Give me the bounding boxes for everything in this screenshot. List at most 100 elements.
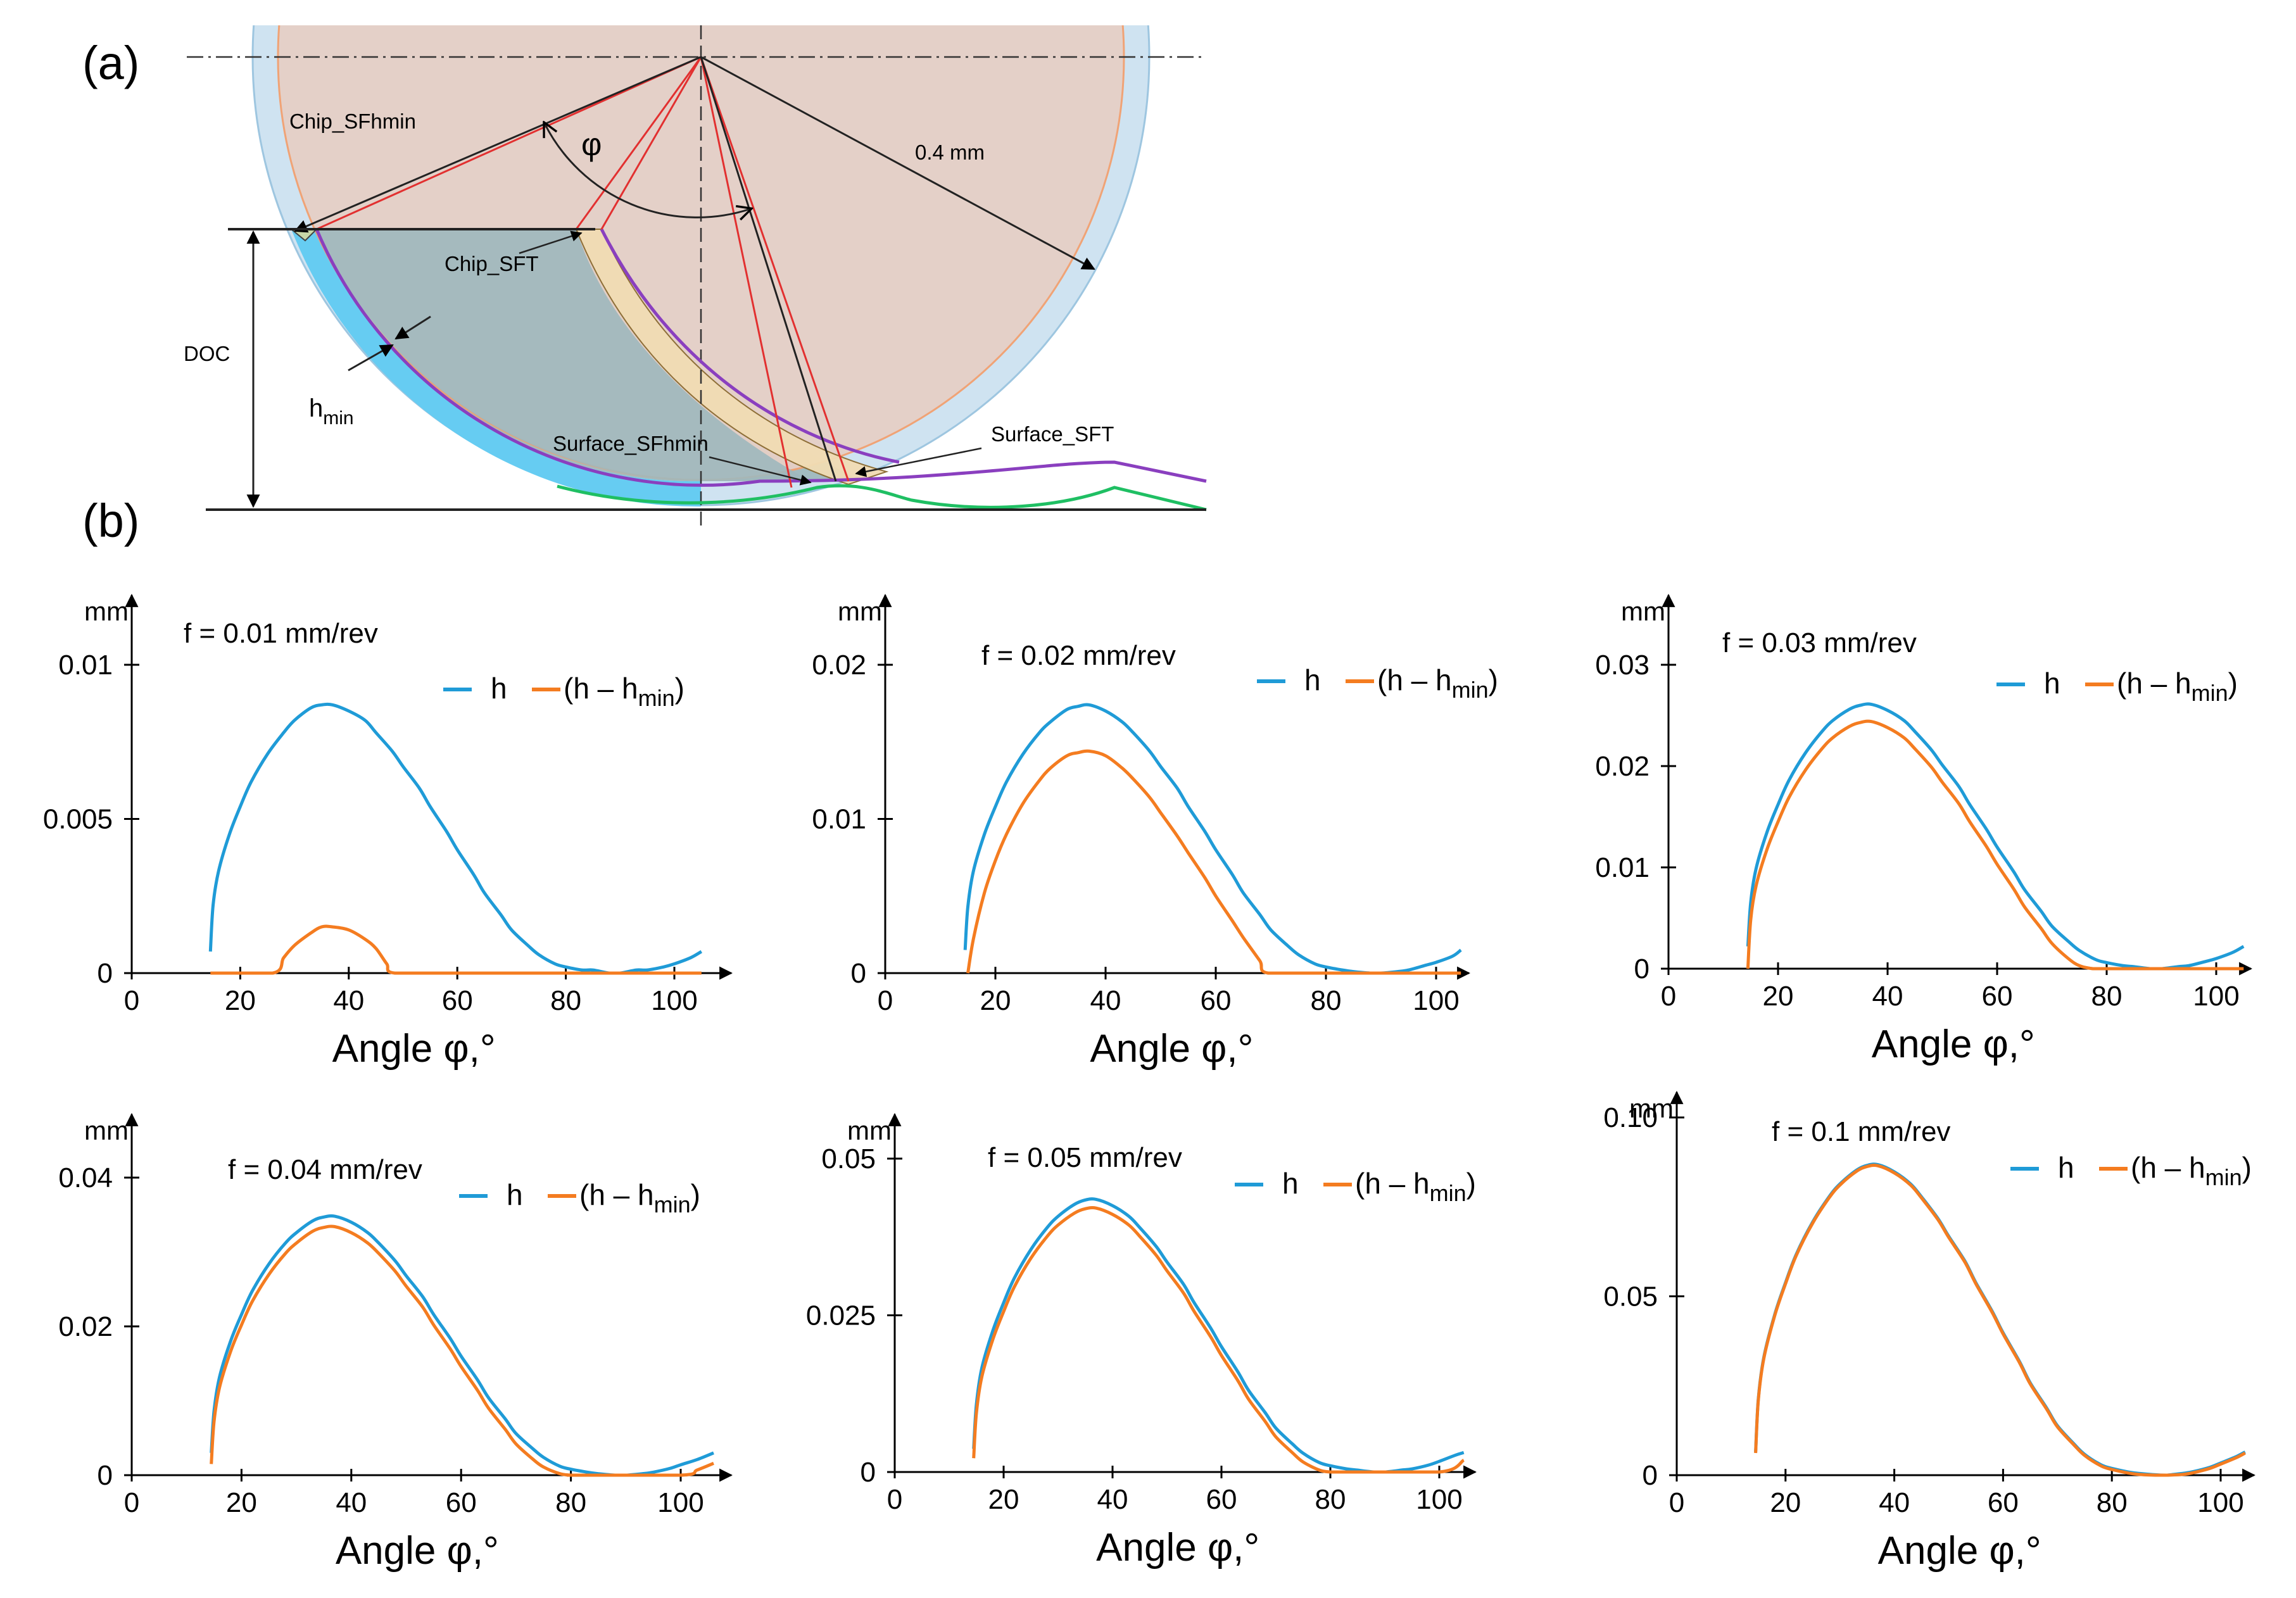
x-tick-label: 60	[1988, 1487, 2019, 1518]
y-tick-label: 0	[1634, 953, 1649, 985]
legend-label-h-minus-hmin: (h – hmin)	[579, 1178, 700, 1217]
y-tick-label: 0.02	[1595, 751, 1649, 782]
x-tick-label: 0	[878, 985, 893, 1016]
series-h-line	[1746, 702, 2245, 971]
x-tick-label: 40	[1872, 981, 1903, 1012]
panel-b-label: (b)	[82, 494, 139, 547]
y-tick-label: 0.01	[58, 650, 113, 681]
series-h-minus-hmin-line	[210, 1224, 714, 1477]
x-axis-label: Angle φ,°	[332, 1027, 496, 1071]
y-tick-label: 0.025	[806, 1300, 876, 1331]
x-axis-label: Angle φ,°	[1096, 1526, 1259, 1570]
y-axis-label: mm	[1629, 1093, 1674, 1123]
x-tick-label: 20	[226, 1487, 257, 1518]
surface-sft-leader	[855, 447, 982, 477]
y-tick-label: 0.02	[58, 1311, 113, 1342]
y-tick-label: 0.02	[812, 650, 866, 681]
x-tick-label: 80	[2091, 981, 2123, 1012]
x-tick-label: 20	[980, 985, 1011, 1016]
chip-sft-leader	[519, 230, 583, 255]
chart-title: f = 0.01 mm/rev	[184, 618, 378, 649]
legend-label-h-minus-hmin: (h – hmin)	[1377, 664, 1498, 703]
x-tick-label: 100	[1413, 985, 1459, 1016]
x-tick-label: 60	[1206, 1484, 1237, 1515]
legend-label-h: h	[2058, 1151, 2074, 1184]
y-tick-label: 0	[851, 958, 866, 989]
series-h-line	[972, 1197, 1465, 1474]
legend: h (h – hmin)	[1257, 664, 1498, 703]
surface-sfhmin-leader	[709, 456, 812, 486]
y-tick-label: 0.01	[812, 804, 866, 835]
chart-title: f = 0.03 mm/rev	[1722, 627, 1917, 658]
y-tick-label: 0.05	[821, 1143, 876, 1174]
x-axis-label: Angle φ,°	[1872, 1022, 2035, 1066]
y-axis-label: mm	[838, 596, 882, 626]
legend-label-h: h	[2044, 667, 2060, 700]
legend-label-h: h	[1304, 664, 1321, 696]
legend: h (h – hmin)	[443, 672, 684, 711]
y-axis-label: mm	[847, 1116, 892, 1145]
label-surface-sfhmin: Surface_SFhmin	[553, 432, 709, 455]
legend-label-h-minus-hmin: (h – hmin)	[2131, 1151, 2252, 1190]
label-hmin: hmin	[309, 394, 354, 429]
x-tick-label: 60	[442, 985, 473, 1016]
legend-label-h-minus-hmin: (h – hmin)	[1355, 1167, 1476, 1206]
x-tick-label: 100	[651, 985, 697, 1016]
legend: h (h – hmin)	[459, 1178, 700, 1217]
y-tick-label: 0	[98, 1460, 113, 1491]
series-h-line	[963, 703, 1462, 975]
series-h-minus-hmin-line	[966, 749, 1461, 975]
x-tick-label: 20	[225, 985, 256, 1016]
x-tick-label: 80	[555, 1487, 586, 1518]
x-tick-label: 0	[124, 985, 139, 1016]
y-axis-label: mm	[84, 596, 129, 626]
x-tick-label: 80	[1311, 985, 1342, 1016]
x-axis-label: Angle φ,°	[1878, 1529, 2041, 1573]
x-tick-label: 0	[887, 1484, 902, 1515]
legend: h (h – hmin)	[1996, 667, 2238, 706]
y-tick-label: 0	[98, 958, 113, 989]
x-tick-label: 100	[657, 1487, 703, 1518]
legend-label-h: h	[507, 1178, 523, 1211]
legend-label-h-minus-hmin: (h – hmin)	[564, 672, 684, 711]
x-tick-label: 80	[550, 985, 581, 1016]
x-tick-label: 80	[1315, 1484, 1346, 1515]
x-tick-label: 100	[2197, 1487, 2243, 1518]
x-tick-label: 40	[336, 1487, 367, 1518]
x-tick-label: 40	[1090, 985, 1121, 1016]
purple-arc-2	[600, 228, 900, 464]
series-h-minus-hmin-line	[972, 1206, 1465, 1474]
panel-a-diagram: (a)	[82, 25, 1207, 532]
x-tick-label: 0	[1661, 981, 1676, 1012]
chart-title: f = 0.02 mm/rev	[981, 640, 1176, 671]
y-tick-label: 0.10	[1603, 1102, 1658, 1133]
chart-title: f = 0.04 mm/rev	[228, 1154, 422, 1185]
chart-f-0.01: 0 20 40 60 80 100 0 0.005 0.01 mm Angle φ,° f = 0.0…	[43, 593, 733, 1071]
series-h-line	[1754, 1162, 2246, 1477]
label-chip-sft: Chip_SFT	[445, 252, 539, 275]
y-tick-label: 0.05	[1603, 1281, 1658, 1312]
x-tick-label: 100	[2193, 981, 2239, 1012]
y-tick-label: 0.005	[43, 804, 113, 835]
x-tick-label: 40	[1097, 1484, 1128, 1515]
label-doc: DOC	[184, 342, 230, 365]
y-axis-label: mm	[1621, 596, 1665, 626]
x-tick-label: 60	[446, 1487, 477, 1518]
x-axis-label: Angle φ,°	[1090, 1027, 1253, 1071]
legend-label-h-minus-hmin: (h – hmin)	[2117, 667, 2238, 706]
y-tick-label: 0	[861, 1457, 876, 1488]
y-tick-label: 0.01	[1595, 852, 1649, 883]
legend-label-h: h	[1282, 1167, 1299, 1200]
x-tick-label: 80	[2097, 1487, 2128, 1518]
legend: h (h – hmin)	[1235, 1167, 1476, 1206]
uncut-overlay	[317, 229, 811, 481]
x-tick-label: 60	[1201, 985, 1232, 1016]
chart-title: f = 0.1 mm/rev	[1772, 1116, 1950, 1147]
x-tick-label: 20	[1770, 1487, 1801, 1518]
y-tick-label: 0.03	[1595, 650, 1649, 681]
label-phi: φ	[581, 127, 602, 162]
green-surface-profile	[557, 484, 1207, 512]
